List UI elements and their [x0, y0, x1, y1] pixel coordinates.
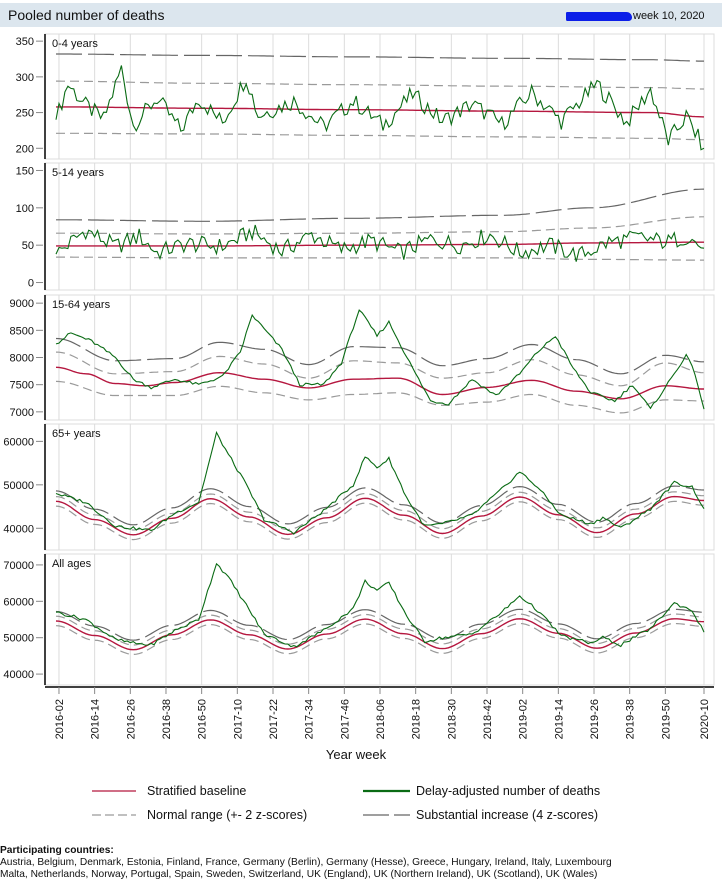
panel-label: 5-14 years	[52, 167, 104, 179]
stratified-baseline-line	[55, 366, 704, 400]
delay-adjusted-deaths-line	[55, 224, 705, 262]
redacted-label	[566, 12, 632, 21]
countries-line-1: Austria, Belgium, Denmark, Estonia, Finl…	[0, 857, 612, 868]
y-tick-label: 250	[16, 108, 34, 120]
delay-adjusted-deaths-line	[55, 430, 705, 535]
normal-range-upper-line	[55, 491, 705, 531]
substantial-increase-line	[55, 485, 705, 526]
y-tick-label: 7000	[10, 407, 34, 419]
legend-swatches	[92, 789, 410, 816]
x-tick-label: 2016-50	[197, 699, 209, 739]
participating-countries: Participating countries: Austria, Belgiu…	[0, 845, 722, 881]
x-tick-label: 2018-06	[375, 699, 387, 739]
y-tick-label: 9000	[10, 298, 34, 310]
x-tick-label: 2019-02	[518, 699, 530, 739]
normal-range-upper-line	[56, 80, 704, 90]
delay-adjusted-deaths-line	[55, 65, 705, 151]
x-tick-label: 2016-02	[54, 699, 66, 739]
x-tick-label: 2017-10	[232, 699, 244, 739]
chart-header: Pooled number of deaths week 10, 2020	[0, 3, 722, 27]
y-tick-label: 70000	[3, 560, 34, 572]
week-label: week 10, 2020	[633, 10, 705, 22]
x-tick-label: 2018-30	[446, 699, 458, 739]
legend-label-substantial: Substantial increase (4 z-scores)	[416, 808, 599, 822]
y-tick-label: 60000	[3, 596, 34, 608]
y-tick-label: 50000	[3, 633, 34, 645]
y-tick-label: 300	[16, 72, 34, 84]
countries-line-2: Malta, Netherlands, Norway, Portugal, Sp…	[0, 869, 598, 880]
panel-label: 65+ years	[52, 428, 101, 440]
y-tick-label: 8500	[10, 325, 34, 337]
normal-range-lower-line	[56, 256, 704, 261]
substantial-increase-line	[55, 337, 704, 375]
x-tick-label: 2020-10	[699, 699, 711, 739]
x-tick-label: 2016-26	[125, 699, 137, 739]
x-tick-label: 2017-34	[304, 699, 316, 739]
substantial-increase-line	[56, 53, 704, 62]
legend-label-baseline: Stratified baseline	[147, 784, 247, 798]
y-tick-label: 150	[16, 165, 34, 177]
mortality-chart: 200 250 300 350 0-4 years 0 50 100 150 5-14 years…	[3, 33, 715, 762]
chart-title: Pooled number of deaths	[8, 7, 165, 23]
normal-range-upper-line	[55, 613, 705, 646]
x-tick-label: 2017-46	[339, 699, 351, 739]
countries-heading: Participating countries:	[0, 845, 114, 856]
y-tick-label: 200	[16, 143, 34, 155]
panel-label: 15-64 years	[52, 299, 111, 311]
y-tick-label: 350	[16, 36, 34, 48]
y-tick-label: 60000	[3, 436, 34, 448]
x-tick-label: 2019-50	[660, 699, 672, 739]
x-tick-label: 2019-14	[553, 699, 565, 739]
normal-range-lower-line	[56, 132, 704, 141]
normal-range-lower-line	[55, 622, 705, 656]
y-tick-label: 50	[22, 240, 34, 252]
substantial-increase-line	[55, 608, 704, 641]
normal-range-upper-line	[56, 216, 704, 235]
normal-range-lower-line	[55, 380, 704, 414]
x-tick-label: 2019-38	[625, 699, 637, 739]
x-tick-label: 2018-18	[411, 699, 423, 739]
stratified-baseline-line	[56, 106, 705, 118]
panel-label: All ages	[52, 558, 92, 570]
y-tick-label: 7500	[10, 380, 34, 392]
normal-range-lower-line	[55, 500, 704, 541]
x-tick-label: 2016-38	[161, 699, 173, 739]
delay-adjusted-deaths-line	[55, 309, 705, 410]
y-tick-label: 100	[16, 203, 34, 215]
delay-adjusted-deaths-line	[55, 562, 705, 648]
y-tick-label: 40000	[3, 523, 34, 535]
y-tick-label: 8000	[10, 353, 34, 365]
y-tick-label: 0	[28, 278, 34, 290]
normal-range-upper-line	[55, 351, 705, 387]
x-tick-label: 2018-42	[482, 699, 494, 739]
substantial-increase-line	[56, 188, 705, 222]
x-tick-label: 2016-14	[90, 699, 102, 739]
panel-label: 0-4 years	[52, 38, 98, 50]
x-tick-label: 2019-26	[589, 699, 601, 739]
legend-label-deaths: Delay-adjusted number of deaths	[416, 784, 601, 798]
x-axis-title: Year week	[326, 747, 387, 762]
x-tick-label: 2017-22	[268, 699, 280, 739]
y-tick-label: 40000	[3, 669, 34, 681]
y-tick-label: 50000	[3, 480, 34, 492]
legend-label-normal-range: Normal range (+- 2 z-scores)	[147, 808, 308, 822]
